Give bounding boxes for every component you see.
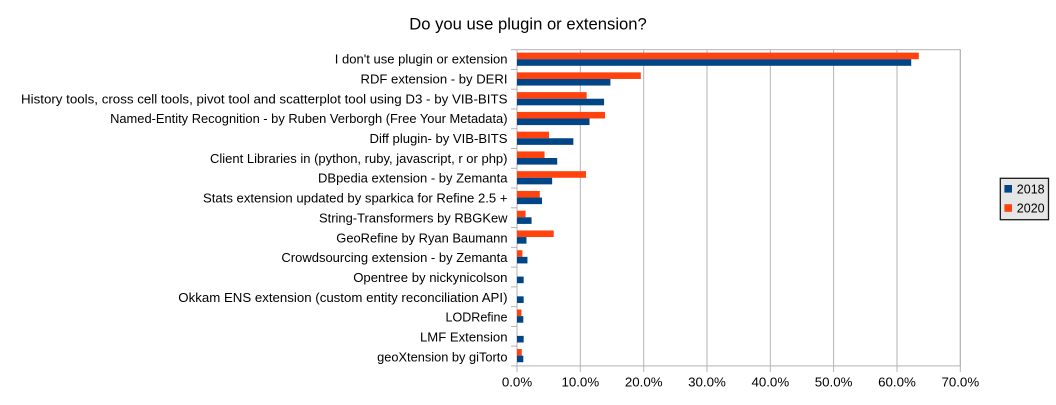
svg-text:0.0%: 0.0%	[502, 375, 532, 390]
svg-text:30.0%: 30.0%	[688, 375, 726, 390]
svg-text:LODRefine: LODRefine	[446, 310, 508, 325]
svg-text:Named-Entity Recognition - by: Named-Entity Recognition - by Ruben Verb…	[110, 111, 507, 126]
svg-text:70.0%: 70.0%	[941, 375, 979, 390]
svg-text:DBpedia extension - by Zemanta: DBpedia extension - by Zemanta	[318, 171, 508, 186]
svg-text:I don't use plugin or extensio: I don't use plugin or extension	[335, 52, 508, 67]
svg-text:History tools, cross cell tool: History tools, cross cell tools, pivot t…	[21, 91, 508, 106]
svg-text:geoXtension by giTorto: geoXtension by giTorto	[377, 349, 507, 364]
svg-text:2018: 2018	[1017, 182, 1045, 196]
svg-text:Client Libraries in (python, r: Client Libraries in (python, ruby, javas…	[210, 151, 508, 166]
svg-text:10.0%: 10.0%	[561, 375, 599, 390]
svg-text:50.0%: 50.0%	[815, 375, 853, 390]
svg-text:Diff plugin- by VIB-BITS: Diff plugin- by VIB-BITS	[370, 131, 508, 146]
svg-text:LMF Extension: LMF Extension	[420, 330, 508, 345]
svg-text:GeoRefine by Ryan Baumann: GeoRefine by Ryan Baumann	[336, 230, 507, 245]
svg-text:60.0%: 60.0%	[878, 375, 916, 390]
svg-text:Opentree by nickynicolson: Opentree by nickynicolson	[353, 270, 507, 285]
svg-text:Okkam ENS extension (custom en: Okkam ENS extension (custom entity recon…	[178, 290, 507, 305]
svg-text:2020: 2020	[1017, 202, 1045, 216]
svg-text:RDF extension - by DERI: RDF extension - by DERI	[361, 71, 508, 86]
svg-text:String-Transformers by RBGKew: String-Transformers by RBGKew	[319, 210, 508, 225]
svg-text:Do you use plugin or extension: Do you use plugin or extension?	[409, 14, 647, 33]
svg-text:Stats extension updated by spa: Stats extension updated by sparkica for …	[203, 191, 508, 206]
svg-text:40.0%: 40.0%	[751, 375, 789, 390]
svg-text:20.0%: 20.0%	[625, 375, 663, 390]
svg-text:Crowdsourcing extension - by Z: Crowdsourcing extension - by Zemanta	[281, 250, 508, 265]
